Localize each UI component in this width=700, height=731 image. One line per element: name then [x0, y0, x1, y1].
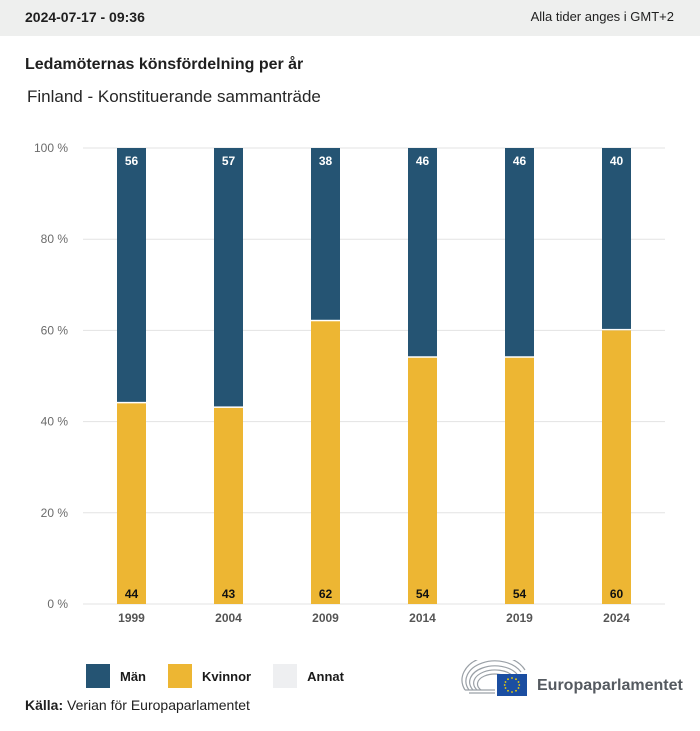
x-tick-label: 2009 [312, 611, 339, 625]
chart-title: Ledamöternas könsfördelning per år [25, 56, 304, 73]
data-label-men: 57 [222, 154, 236, 168]
y-tick-label: 0 % [47, 597, 68, 611]
x-tick-label: 2019 [506, 611, 533, 625]
bar-segment-women [408, 357, 437, 604]
parliament-hemicycle-icon [461, 660, 527, 696]
legend-label-men: Män [120, 668, 146, 684]
bar-segment-women [602, 330, 631, 604]
bar-segment-men [408, 148, 437, 357]
bar-segment-women [505, 357, 534, 604]
data-label-women: 54 [513, 587, 527, 601]
stacked-bar-chart: 0 % 20 % 40 % 60 % 80 % 100 % 56 44 1999 57 43 2004… [34, 141, 665, 625]
legend-swatch-men [86, 664, 110, 688]
top-bar: 2024-07-17 - 09:36 Alla tider anges i GM… [0, 0, 700, 36]
x-tick-label: 2014 [409, 611, 436, 625]
bar-segment-men [602, 148, 631, 329]
logo-text: Europaparlamentet [537, 677, 683, 694]
source-label: Källa: [25, 697, 64, 713]
bar-segment-men [117, 148, 146, 402]
y-tick-label: 80 % [41, 232, 69, 246]
chart-subtitle: Finland - Konstituerande sammanträde [27, 87, 321, 106]
source: Källa: Verian för Europaparlamentet [25, 697, 250, 713]
x-tick-label: 1999 [118, 611, 145, 625]
data-label-men: 38 [319, 154, 333, 168]
legend: Män Kvinnor Annat [86, 664, 366, 688]
data-label-women: 43 [222, 587, 236, 601]
y-tick-label: 20 % [41, 506, 69, 520]
timezone-note: Alla tider anges i GMT+2 [530, 9, 674, 24]
bar-segment-women [214, 407, 243, 604]
data-label-women: 54 [416, 587, 430, 601]
data-label-men: 46 [513, 154, 527, 168]
source-text: Verian för Europaparlamentet [67, 697, 250, 713]
bar-segment-men [214, 148, 243, 407]
y-tick-label: 100 % [34, 141, 68, 155]
legend-item-men: Män [86, 664, 146, 688]
legend-item-women: Kvinnor [168, 664, 251, 688]
datetime: 2024-07-17 - 09:36 [25, 9, 145, 25]
y-tick-label: 60 % [41, 323, 69, 337]
legend-swatch-other [273, 664, 298, 688]
y-tick-label: 40 % [41, 415, 69, 429]
legend-label-other: Annat [307, 668, 344, 684]
legend-label-women: Kvinnor [202, 668, 252, 684]
x-tick-label: 2024 [603, 611, 630, 625]
data-label-men: 46 [416, 154, 430, 168]
europarl-logo: Europaparlamentet [461, 660, 683, 698]
data-label-women: 62 [319, 587, 333, 601]
legend-swatch-women [168, 664, 192, 688]
data-label-women: 44 [125, 587, 139, 601]
data-label-women: 60 [610, 587, 624, 601]
bar-segment-men [505, 148, 534, 357]
bar-segment-men [311, 148, 340, 320]
legend-item-other: Annat [273, 664, 344, 688]
data-label-men: 40 [610, 154, 624, 168]
data-label-men: 56 [125, 154, 139, 168]
bar-segment-women [117, 403, 146, 604]
bar-segment-women [311, 321, 340, 604]
x-tick-label: 2004 [215, 611, 242, 625]
